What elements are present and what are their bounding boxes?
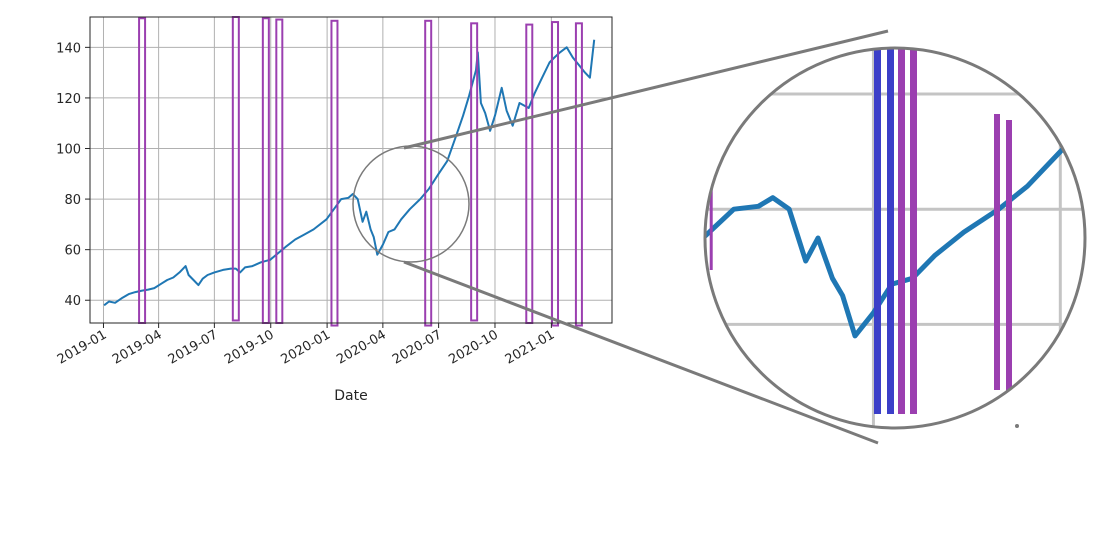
- highlight-bar: [231, 16, 240, 322]
- lens-connector-bottom: [403, 260, 879, 445]
- lens-highlight-bar: [910, 48, 917, 414]
- y-tick-label: 80: [64, 193, 81, 208]
- x-tick-label: 2019-07: [166, 327, 221, 367]
- y-tick-label: 40: [64, 294, 81, 309]
- lens-highlight-bar: [709, 150, 713, 270]
- magnified-view: [705, 48, 1085, 428]
- lens-highlight-bar: [1006, 120, 1012, 396]
- highlight-bar: [525, 23, 534, 324]
- lens-highlight-bar: [874, 48, 881, 414]
- highlight-bar: [261, 17, 270, 324]
- x-tick-label: 2020-10: [446, 327, 501, 367]
- lens-series-line: [705, 121, 1085, 339]
- lens-source-circle: [352, 145, 470, 263]
- lens-circle: [703, 46, 1087, 430]
- x-tick-label: 2019-10: [222, 327, 277, 367]
- y-tick-label: 140: [56, 41, 81, 56]
- lens-highlight-bar: [887, 48, 894, 414]
- price-series-line: [103, 39, 596, 307]
- y-tick-label: 100: [56, 143, 81, 158]
- lens-background: [705, 48, 1085, 428]
- x-tick-label: 2020-01: [279, 327, 334, 367]
- main-grid: [90, 17, 612, 323]
- highlight-bar: [138, 17, 147, 324]
- lens-highlight-bar: [994, 114, 1000, 390]
- lens-connector-top: [403, 29, 889, 150]
- lens-highlight-bar: [898, 48, 905, 414]
- x-tick-label: 2020-07: [390, 327, 445, 367]
- highlight-bar: [574, 22, 583, 327]
- plot-frame: [89, 16, 613, 324]
- y-tick-label: 60: [64, 244, 81, 259]
- x-tick-label: 2019-04: [110, 327, 165, 367]
- x-tick-label: 2020-04: [334, 327, 389, 367]
- highlight-bars: [138, 16, 583, 327]
- highlight-bar: [275, 18, 284, 324]
- x-axis-label: Date: [334, 388, 367, 404]
- lens-dot: [1015, 424, 1019, 428]
- zoom-lens: [352, 29, 1087, 445]
- highlight-bar: [470, 22, 479, 322]
- main-series: [103, 39, 596, 307]
- highlight-bar: [551, 21, 560, 327]
- highlight-bar: [330, 19, 339, 327]
- y-axis: 40 60 80 100 120 140: [56, 41, 90, 309]
- x-tick-label: 2021-01: [503, 327, 558, 367]
- highlight-bar: [424, 19, 433, 327]
- y-tick-label: 120: [56, 92, 81, 107]
- x-axis: 2019-01 2019-04 2019-07 2019-10 2020-01 2020-…: [55, 323, 557, 368]
- x-tick-label: 2019-01: [55, 327, 110, 367]
